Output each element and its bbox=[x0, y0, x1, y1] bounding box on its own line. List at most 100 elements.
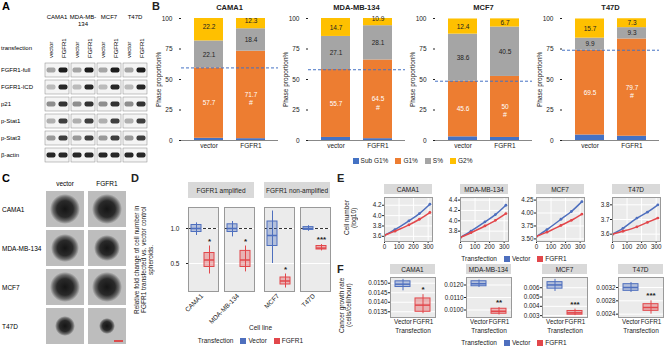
svg-text:50: 50 bbox=[292, 76, 300, 83]
svg-text:T47D: T47D bbox=[300, 292, 316, 308]
svg-text:4.4: 4.4 bbox=[449, 196, 458, 203]
svg-text:vector: vector bbox=[126, 42, 132, 58]
svg-text:0: 0 bbox=[550, 137, 554, 144]
svg-text:0.003: 0.003 bbox=[524, 312, 540, 319]
svg-text:4.2: 4.2 bbox=[449, 206, 458, 213]
svg-text:25: 25 bbox=[292, 106, 300, 113]
svg-text:22.2: 22.2 bbox=[203, 23, 216, 30]
svg-text:100: 100 bbox=[622, 243, 633, 250]
svg-text:75: 75 bbox=[546, 45, 554, 52]
svg-text:12.3: 12.3 bbox=[245, 17, 258, 24]
svg-text:FGFR1: FGFR1 bbox=[367, 142, 389, 149]
svg-text:Vector: Vector bbox=[470, 318, 488, 325]
svg-text:1.0: 1.0 bbox=[170, 225, 179, 232]
svg-text:50: 50 bbox=[165, 76, 173, 83]
svg-text:22.1: 22.1 bbox=[203, 51, 216, 58]
svg-text:18.4: 18.4 bbox=[245, 36, 258, 43]
svg-text:4.0: 4.0 bbox=[449, 217, 458, 224]
svg-text:0.0135: 0.0135 bbox=[368, 308, 388, 315]
svg-text:FGFR1: FGFR1 bbox=[240, 142, 262, 149]
svg-text:#: # bbox=[249, 99, 253, 106]
svg-text:100: 100 bbox=[543, 15, 554, 22]
svg-text:vector: vector bbox=[74, 42, 80, 58]
svg-text:0.004: 0.004 bbox=[524, 302, 540, 309]
svg-text:vector: vector bbox=[56, 180, 75, 187]
svg-text:12.4: 12.4 bbox=[457, 23, 470, 30]
svg-text:50: 50 bbox=[419, 76, 427, 83]
svg-text:***: *** bbox=[570, 300, 580, 309]
svg-text:100: 100 bbox=[546, 243, 557, 250]
svg-text:vector: vector bbox=[454, 142, 473, 149]
svg-text:57.7: 57.7 bbox=[203, 99, 216, 106]
svg-text:3.8: 3.8 bbox=[373, 222, 382, 229]
svg-text:FGFR1-full: FGFR1-full bbox=[1, 67, 30, 73]
svg-text:3.7: 3.7 bbox=[601, 216, 610, 223]
svg-text:β-actin: β-actin bbox=[1, 152, 19, 158]
svg-text:MDA-MB-134: MDA-MB-134 bbox=[2, 245, 42, 252]
svg-text:4.2: 4.2 bbox=[373, 201, 382, 208]
svg-text:45.6: 45.6 bbox=[457, 105, 470, 112]
svg-text:C: C bbox=[2, 172, 10, 184]
svg-text:50: 50 bbox=[546, 76, 554, 83]
svg-text:3.8: 3.8 bbox=[601, 201, 610, 208]
svg-text:0.5: 0.5 bbox=[170, 260, 179, 267]
svg-text:0.0032: 0.0032 bbox=[596, 284, 616, 291]
svg-text:vector: vector bbox=[327, 142, 346, 149]
svg-text:0.0110: 0.0110 bbox=[445, 294, 464, 301]
svg-text:FGFR1-ICD: FGFR1-ICD bbox=[1, 84, 34, 90]
svg-text:200: 200 bbox=[484, 243, 495, 250]
svg-text:75: 75 bbox=[165, 45, 173, 52]
svg-text:p-Stat1: p-Stat1 bbox=[1, 118, 21, 124]
svg-text:*: * bbox=[284, 265, 288, 274]
svg-text:0.0145: 0.0145 bbox=[368, 289, 388, 296]
svg-text:p-Stat3: p-Stat3 bbox=[1, 135, 21, 141]
svg-text:vector: vector bbox=[48, 42, 54, 58]
svg-text:vector: vector bbox=[581, 142, 600, 149]
svg-text:transfection: transfection bbox=[1, 45, 32, 51]
svg-text:300: 300 bbox=[651, 243, 662, 250]
svg-text:0.0024: 0.0024 bbox=[596, 310, 616, 317]
svg-text:15.7: 15.7 bbox=[584, 25, 597, 32]
svg-text:**: ** bbox=[496, 298, 503, 307]
svg-text:Transfection: Transfection bbox=[395, 327, 431, 334]
svg-text:FGFR1: FGFR1 bbox=[565, 318, 586, 325]
svg-text:64.5: 64.5 bbox=[372, 95, 385, 102]
svg-text:4.0: 4.0 bbox=[373, 212, 382, 219]
svg-text:FGFR1: FGFR1 bbox=[413, 318, 434, 325]
svg-text:vector: vector bbox=[100, 42, 106, 58]
svg-text:3.50: 3.50 bbox=[521, 235, 534, 242]
svg-text:40.5: 40.5 bbox=[499, 48, 512, 55]
svg-text:10.9: 10.9 bbox=[372, 15, 385, 22]
svg-text:FGFR1: FGFR1 bbox=[96, 180, 118, 187]
svg-text:9.3: 9.3 bbox=[627, 29, 636, 36]
svg-text:Transfection: Transfection bbox=[547, 327, 583, 334]
svg-text:p21: p21 bbox=[1, 101, 12, 107]
svg-text:200: 200 bbox=[636, 243, 647, 250]
svg-text:100: 100 bbox=[289, 15, 300, 22]
svg-text:FGFR1: FGFR1 bbox=[489, 318, 510, 325]
svg-text:vector: vector bbox=[200, 142, 219, 149]
svg-text:3.8: 3.8 bbox=[449, 227, 458, 234]
svg-text:*: * bbox=[244, 237, 248, 246]
svg-text:4.25: 4.25 bbox=[521, 196, 534, 203]
svg-text:MCF7: MCF7 bbox=[263, 292, 281, 310]
svg-text:FGFR1: FGFR1 bbox=[139, 38, 145, 58]
svg-text:25: 25 bbox=[165, 106, 173, 113]
svg-text:Vector: Vector bbox=[394, 318, 412, 325]
svg-text:3.6: 3.6 bbox=[373, 232, 382, 239]
svg-text:14.7: 14.7 bbox=[330, 24, 343, 31]
svg-text:#: # bbox=[503, 111, 507, 118]
svg-text:0: 0 bbox=[423, 137, 427, 144]
svg-text:4.00: 4.00 bbox=[521, 209, 534, 216]
svg-text:0: 0 bbox=[296, 137, 300, 144]
svg-text:FGFR1: FGFR1 bbox=[621, 142, 643, 149]
svg-text:55.7: 55.7 bbox=[330, 100, 343, 107]
svg-text:200: 200 bbox=[408, 243, 419, 250]
svg-text:50: 50 bbox=[501, 103, 509, 110]
svg-text:25: 25 bbox=[546, 106, 554, 113]
svg-text:MCF7: MCF7 bbox=[101, 14, 118, 20]
svg-text:38.6: 38.6 bbox=[457, 54, 470, 61]
svg-text:3.6: 3.6 bbox=[601, 230, 610, 237]
svg-text:0.0100: 0.0100 bbox=[444, 306, 464, 313]
svg-text:MCF7: MCF7 bbox=[2, 284, 20, 291]
